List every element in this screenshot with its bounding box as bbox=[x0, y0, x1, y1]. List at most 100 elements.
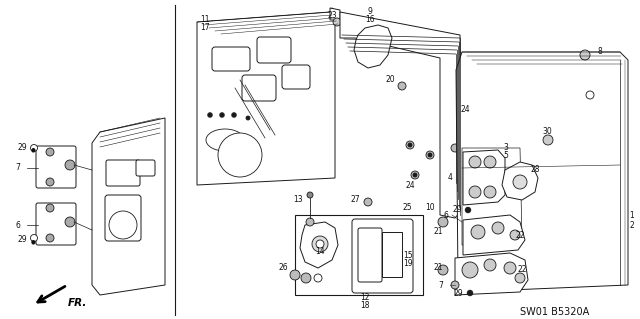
FancyBboxPatch shape bbox=[212, 47, 250, 71]
Circle shape bbox=[586, 91, 594, 99]
Circle shape bbox=[406, 141, 414, 149]
Text: 7: 7 bbox=[15, 164, 20, 173]
Circle shape bbox=[316, 240, 324, 248]
Circle shape bbox=[109, 211, 137, 239]
Circle shape bbox=[426, 151, 434, 159]
Polygon shape bbox=[456, 52, 628, 292]
Circle shape bbox=[438, 217, 448, 227]
Circle shape bbox=[232, 113, 237, 117]
Circle shape bbox=[207, 113, 212, 117]
Circle shape bbox=[220, 113, 225, 117]
Text: 22: 22 bbox=[515, 231, 525, 240]
Text: 29: 29 bbox=[452, 205, 462, 214]
Text: 29: 29 bbox=[453, 288, 463, 298]
FancyBboxPatch shape bbox=[295, 215, 423, 295]
Polygon shape bbox=[197, 8, 335, 185]
Text: 26: 26 bbox=[278, 263, 288, 272]
Circle shape bbox=[471, 225, 485, 239]
FancyBboxPatch shape bbox=[36, 203, 76, 245]
Circle shape bbox=[484, 186, 496, 198]
Text: 21: 21 bbox=[433, 263, 443, 272]
Circle shape bbox=[515, 273, 525, 283]
Text: 18: 18 bbox=[360, 301, 370, 310]
Text: FR.: FR. bbox=[68, 298, 88, 308]
Circle shape bbox=[438, 265, 448, 275]
Polygon shape bbox=[340, 12, 462, 218]
Polygon shape bbox=[330, 8, 340, 20]
Circle shape bbox=[307, 192, 313, 198]
Circle shape bbox=[513, 175, 527, 189]
Circle shape bbox=[451, 144, 459, 152]
FancyBboxPatch shape bbox=[382, 232, 402, 277]
Text: 29: 29 bbox=[17, 235, 27, 244]
Polygon shape bbox=[354, 25, 392, 68]
Circle shape bbox=[31, 234, 38, 241]
Text: 22: 22 bbox=[517, 265, 527, 275]
Circle shape bbox=[411, 171, 419, 179]
Circle shape bbox=[451, 281, 459, 289]
Circle shape bbox=[580, 50, 590, 60]
Text: SW01 B5320A: SW01 B5320A bbox=[520, 307, 589, 317]
Text: 6: 6 bbox=[444, 211, 449, 219]
Circle shape bbox=[306, 218, 314, 226]
Circle shape bbox=[46, 234, 54, 242]
Text: 14: 14 bbox=[315, 248, 325, 256]
Text: 6: 6 bbox=[15, 220, 20, 229]
Circle shape bbox=[504, 262, 516, 274]
Circle shape bbox=[510, 230, 520, 240]
Circle shape bbox=[398, 82, 406, 90]
Polygon shape bbox=[462, 148, 522, 245]
Text: 1: 1 bbox=[630, 211, 634, 219]
Circle shape bbox=[543, 135, 553, 145]
FancyBboxPatch shape bbox=[358, 228, 382, 282]
Text: 11: 11 bbox=[200, 16, 210, 25]
Text: 10: 10 bbox=[425, 203, 435, 211]
Circle shape bbox=[46, 204, 54, 212]
Circle shape bbox=[484, 259, 496, 271]
Circle shape bbox=[65, 160, 75, 170]
Text: 30: 30 bbox=[542, 128, 552, 137]
Text: 29: 29 bbox=[17, 144, 27, 152]
Text: 27: 27 bbox=[350, 196, 360, 204]
Text: 16: 16 bbox=[365, 16, 375, 25]
Circle shape bbox=[408, 143, 412, 147]
Circle shape bbox=[46, 148, 54, 156]
FancyBboxPatch shape bbox=[105, 195, 141, 241]
Text: 9: 9 bbox=[367, 8, 372, 17]
Text: 5: 5 bbox=[504, 152, 508, 160]
Polygon shape bbox=[455, 253, 528, 295]
FancyBboxPatch shape bbox=[257, 37, 291, 63]
Text: 17: 17 bbox=[200, 24, 210, 33]
Text: 25: 25 bbox=[402, 203, 412, 211]
Text: 7: 7 bbox=[438, 280, 444, 290]
FancyBboxPatch shape bbox=[136, 160, 155, 176]
FancyBboxPatch shape bbox=[106, 160, 140, 186]
Text: 8: 8 bbox=[598, 48, 602, 56]
Circle shape bbox=[413, 173, 417, 177]
Circle shape bbox=[46, 178, 54, 186]
Circle shape bbox=[31, 145, 38, 152]
Text: 23: 23 bbox=[327, 11, 337, 19]
Circle shape bbox=[484, 156, 496, 168]
Text: 3: 3 bbox=[504, 144, 508, 152]
Text: 20: 20 bbox=[385, 76, 395, 85]
Text: 19: 19 bbox=[403, 258, 413, 268]
Text: 2: 2 bbox=[630, 220, 634, 229]
Text: 24: 24 bbox=[460, 106, 470, 115]
Circle shape bbox=[469, 186, 481, 198]
Text: 15: 15 bbox=[403, 250, 413, 259]
Circle shape bbox=[218, 133, 262, 177]
Text: 13: 13 bbox=[293, 196, 303, 204]
Circle shape bbox=[462, 262, 478, 278]
Circle shape bbox=[314, 274, 322, 282]
Text: 28: 28 bbox=[531, 166, 540, 174]
Text: ●: ● bbox=[31, 147, 35, 152]
Circle shape bbox=[301, 273, 311, 283]
Circle shape bbox=[465, 207, 471, 213]
Circle shape bbox=[333, 18, 341, 26]
Polygon shape bbox=[463, 150, 505, 205]
Polygon shape bbox=[300, 222, 338, 268]
Ellipse shape bbox=[206, 129, 244, 151]
Circle shape bbox=[467, 290, 473, 296]
Polygon shape bbox=[92, 118, 165, 295]
